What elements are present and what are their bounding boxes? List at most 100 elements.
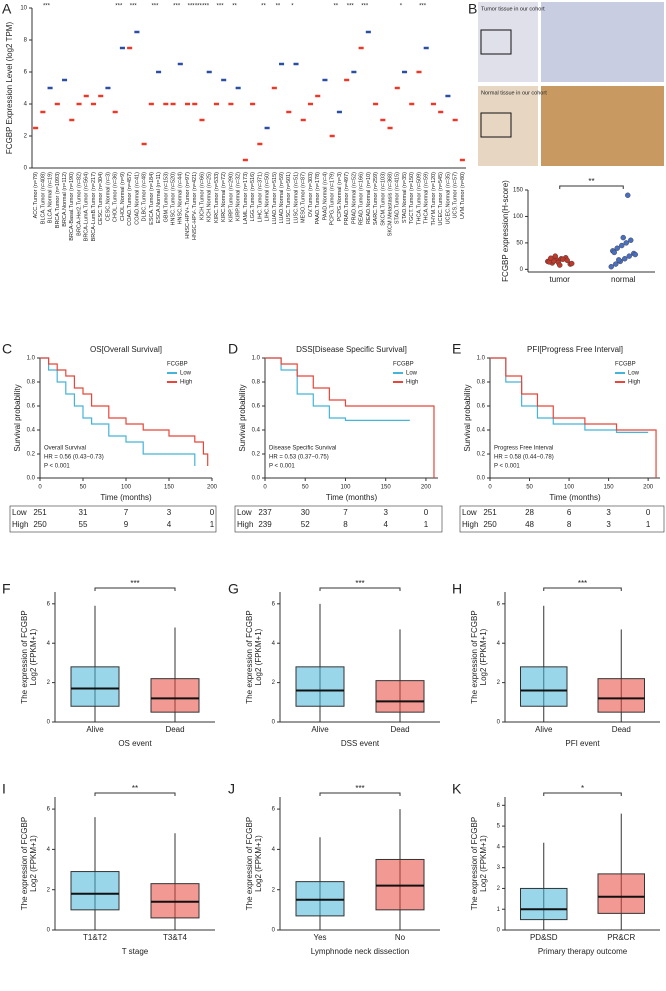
y-tick-label: 6 <box>497 601 501 607</box>
x-tick-label: LIHC.Tumor (n=371) <box>257 172 263 223</box>
panel-letter: A <box>2 1 12 17</box>
x-tick-label: HNSC-HPV-.Tumor (n=421) <box>192 172 198 240</box>
x-tick-label: Dead <box>165 725 184 734</box>
annotation: P < 0.001 <box>494 464 520 470</box>
x-tick-label: 200 <box>421 485 432 491</box>
x-tick-label: ESCA.Tumor (n=184) <box>149 172 155 225</box>
risk-count: 3 <box>383 508 388 517</box>
box <box>597 873 645 914</box>
risk-count: 1 <box>646 520 651 529</box>
panel-letter: J <box>228 781 235 797</box>
box <box>295 666 345 707</box>
point <box>616 257 622 263</box>
tumor-tissue-image <box>478 2 538 82</box>
significance: *** <box>578 579 587 588</box>
y-tick-label: 100 <box>513 214 524 220</box>
risk-count: 52 <box>301 520 310 529</box>
annotation: Overall Survival <box>44 446 86 452</box>
x-tick-label: LUSC.Normal (n=51) <box>293 172 299 224</box>
x-tick-label: UVM.Tumor (n=80) <box>460 172 466 219</box>
y-axis-label: Log2 (FPKM+1) <box>254 628 263 685</box>
significance: ** <box>276 4 281 10</box>
x-tick-label: normal <box>611 275 636 284</box>
risk-count: 250 <box>33 520 47 529</box>
x-tick-label: 200 <box>643 485 654 491</box>
annotation: Progress Free Interval <box>494 446 553 452</box>
y-tick-label: 0.2 <box>27 452 36 458</box>
annotation: HR = 0.56 (0.43−0.73) <box>44 455 104 461</box>
point <box>628 237 634 243</box>
x-tick-label: HNSC.Tumor (n=520) <box>171 172 177 226</box>
y-tick-label: 0.0 <box>252 476 261 482</box>
survival-curve <box>490 357 657 478</box>
y-tick-label: 2 <box>497 680 501 686</box>
x-tick-label: KIRC.Normal (n=72) <box>221 172 227 222</box>
y-tick-label: 4 <box>272 847 276 853</box>
risk-row-label: High <box>237 520 253 529</box>
normal-tissue-image <box>478 86 538 166</box>
x-axis-label: Time (months) <box>326 493 378 502</box>
risk-count: 8 <box>343 520 348 529</box>
y-tick-label: 0.8 <box>477 380 486 386</box>
annotation: P < 0.001 <box>44 464 70 470</box>
x-tick-label: KICH.Normal (n=25) <box>207 172 213 222</box>
x-tick-label: 50 <box>526 485 533 491</box>
significance: *** <box>361 4 369 10</box>
significance: *** <box>115 4 123 10</box>
significance: *** <box>195 4 203 10</box>
x-tick-label: MESO.Tumor (n=87) <box>301 172 307 223</box>
y-tick-label: 150 <box>513 188 524 194</box>
image-caption: Tumor tissue in our cohort <box>481 6 545 12</box>
survival-curve <box>490 357 649 433</box>
y-axis-label: The expression of FCGBP <box>20 610 29 703</box>
x-axis-label: Lymphnode neck dissection <box>311 947 409 956</box>
x-tick-label: 50 <box>80 485 87 491</box>
risk-count: 0 <box>424 508 429 517</box>
risk-count: 6 <box>567 508 572 517</box>
legend-entry: Low <box>180 371 192 377</box>
risk-count: 4 <box>167 520 172 529</box>
x-tick-label: THCA.Normal (n=59) <box>424 172 430 224</box>
y-tick-label: 3 <box>497 865 501 871</box>
x-tick-label: BRCA-LumA.Tumor (n=564) <box>84 172 90 242</box>
point <box>608 264 614 270</box>
y-tick-label: 10 <box>20 6 27 12</box>
x-tick-label: KIRC.Tumor (n=533) <box>214 172 220 223</box>
point <box>564 257 570 264</box>
y-axis-label: FCGBP Expression Level (log2 TPM) <box>5 22 14 155</box>
panel-letter: C <box>2 341 12 357</box>
y-tick-label: 4 <box>47 847 51 853</box>
risk-count: 3 <box>606 508 611 517</box>
x-tick-label: BLCA.Normal (n=19) <box>48 172 54 223</box>
box <box>375 680 425 713</box>
risk-row-label: Low <box>462 508 477 517</box>
y-tick-label: 6 <box>24 70 28 76</box>
x-tick-label: 100 <box>340 485 351 491</box>
significance-bracket <box>319 587 401 591</box>
significance: *** <box>173 4 181 10</box>
x-tick-label: 200 <box>207 485 218 491</box>
y-tick-label: 6 <box>47 807 51 813</box>
legend-title: FCGBP <box>393 362 414 368</box>
y-tick-label: 4 <box>24 102 28 108</box>
risk-count: 4 <box>383 520 388 529</box>
risk-count: 48 <box>525 520 534 529</box>
risk-count: 251 <box>33 508 47 517</box>
y-tick-label: 0.6 <box>477 404 486 410</box>
risk-count: 31 <box>79 508 88 517</box>
x-tick-label: COAD.Tumor (n=457) <box>127 172 133 226</box>
risk-count: 1 <box>210 520 215 529</box>
significance-bracket <box>543 792 622 796</box>
x-tick-label: PD&SD <box>530 933 558 942</box>
y-tick-label: 8 <box>24 38 28 44</box>
y-tick-label: 0.6 <box>252 404 261 410</box>
image-caption: Normal tissue in our cohort <box>481 90 547 96</box>
x-tick-label: PRAD.Tumor (n=497) <box>344 172 350 225</box>
point <box>632 251 638 258</box>
significance: *** <box>43 4 51 10</box>
y-tick-label: 4 <box>47 641 51 647</box>
risk-count: 3 <box>167 508 172 517</box>
x-tick-label: Alive <box>535 725 553 734</box>
y-tick-label: 2 <box>47 887 51 893</box>
